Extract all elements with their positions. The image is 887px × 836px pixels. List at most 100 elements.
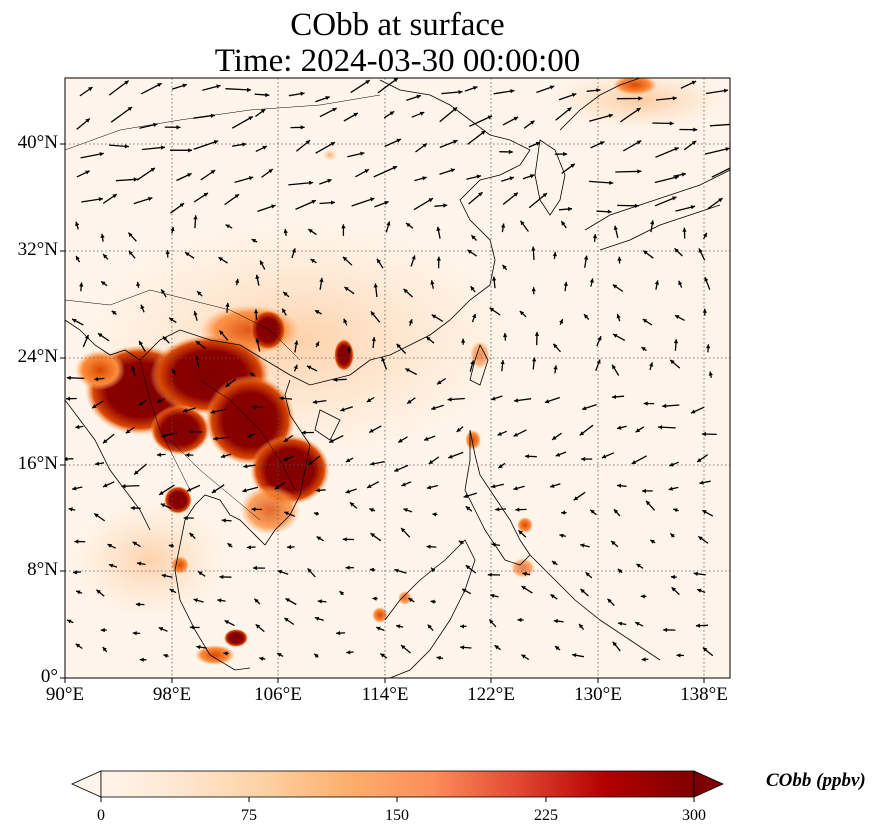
wind-arrow-head bbox=[128, 232, 133, 237]
wind-arrow-head bbox=[243, 464, 248, 469]
wind-arrow-head bbox=[478, 192, 483, 197]
wind-arrow-head bbox=[219, 330, 224, 335]
wind-arrow-head bbox=[196, 645, 201, 650]
wind-arrow-shaft bbox=[110, 106, 133, 123]
wind-arrow-head bbox=[283, 457, 288, 462]
wind-arrow-shaft bbox=[589, 114, 614, 122]
wind-arrow-head bbox=[112, 194, 117, 199]
wind-arrow-head bbox=[373, 283, 378, 288]
wind-arrow-head bbox=[492, 276, 497, 281]
wind-arrow-head bbox=[589, 278, 594, 283]
wind-arrow-head bbox=[584, 314, 589, 319]
wind-arrow-head bbox=[136, 281, 141, 287]
wind-arrow-head bbox=[704, 277, 709, 282]
wind-arrow-head bbox=[718, 198, 723, 203]
wind-arrow-head bbox=[170, 227, 175, 232]
wind-arrow-head bbox=[66, 396, 70, 401]
wind-arrow-head bbox=[467, 249, 472, 254]
wind-arrow-head bbox=[329, 438, 334, 443]
wind-arrow-head bbox=[92, 404, 97, 409]
wind-arrow-head bbox=[635, 622, 640, 626]
wind-arrow-head bbox=[691, 80, 697, 85]
wind-arrow-shaft bbox=[225, 88, 252, 91]
wind-arrow-head bbox=[671, 587, 676, 592]
wind-arrow-head bbox=[580, 588, 585, 594]
wind-arrow-head bbox=[346, 650, 351, 655]
wind-arrow-head bbox=[672, 96, 677, 101]
wind-arrow-head bbox=[642, 319, 648, 323]
wind-arrow-head bbox=[509, 176, 514, 181]
colorbar-gradient bbox=[101, 771, 694, 797]
wind-arrow-head bbox=[102, 647, 107, 652]
wind-arrow-head bbox=[183, 515, 188, 521]
wind-arrow-head bbox=[403, 508, 408, 513]
wind-arrow-shaft bbox=[377, 78, 399, 94]
wind-arrow-head bbox=[139, 340, 143, 346]
wind-arrow-head bbox=[641, 657, 646, 662]
wind-arrow-head bbox=[654, 280, 660, 285]
wind-arrow-head bbox=[521, 586, 526, 590]
wind-arrow-head bbox=[293, 364, 298, 370]
wind-arrow-head bbox=[458, 540, 464, 545]
wind-arrow-head bbox=[453, 139, 458, 144]
wind-arrow-head bbox=[158, 627, 164, 632]
lat-label-32n: 32°N bbox=[17, 239, 58, 260]
colorbar bbox=[71, 770, 724, 802]
wind-arrow-head bbox=[314, 653, 319, 658]
wind-arrow-head bbox=[188, 429, 193, 434]
wind-arrow-head bbox=[490, 593, 495, 598]
wind-arrow-head bbox=[643, 401, 648, 406]
wind-arrow-head bbox=[463, 493, 468, 498]
wind-arrow-head bbox=[570, 163, 575, 168]
wind-arrow-head bbox=[699, 480, 704, 485]
wind-arrow-head bbox=[676, 653, 681, 658]
wind-arrow-head bbox=[308, 460, 313, 465]
wind-arrow-head bbox=[72, 570, 77, 575]
wind-arrow-head bbox=[518, 530, 523, 535]
wind-arrow-head bbox=[162, 336, 168, 341]
wind-arrow-head bbox=[369, 567, 374, 572]
wind-arrow-head bbox=[216, 84, 221, 89]
concentration-field bbox=[65, 78, 730, 678]
wind-arrow-head bbox=[394, 467, 399, 472]
wind-arrow-head bbox=[103, 483, 108, 488]
wind-arrow-head bbox=[678, 280, 683, 286]
wind-arrow-head bbox=[430, 599, 435, 604]
wind-arrow-head bbox=[211, 488, 217, 493]
wind-arrow-head bbox=[697, 458, 702, 462]
wind-arrow-head bbox=[617, 425, 622, 430]
haze-region bbox=[70, 500, 230, 620]
wind-arrow-head bbox=[460, 624, 464, 629]
wind-arrow-head bbox=[148, 196, 153, 201]
wind-arrow-head bbox=[131, 366, 136, 371]
wind-arrow-head bbox=[255, 624, 261, 629]
wind-arrow-head bbox=[617, 568, 623, 574]
wind-arrow-head bbox=[161, 289, 166, 294]
wind-arrow-head bbox=[156, 398, 162, 403]
wind-arrow-head bbox=[515, 507, 520, 512]
wind-arrow-head bbox=[636, 140, 642, 145]
wind-arrow-shaft bbox=[655, 146, 679, 158]
wind-arrow-head bbox=[612, 394, 617, 399]
lon-label-90e: 90°E bbox=[45, 684, 85, 705]
wind-arrow-head bbox=[75, 424, 80, 430]
wind-arrow-head bbox=[596, 359, 601, 364]
wind-arrow-head bbox=[585, 572, 590, 577]
wind-arrow-head bbox=[491, 396, 496, 401]
wind-arrow-shaft bbox=[620, 107, 641, 123]
wind-arrow-head bbox=[513, 486, 518, 491]
lon-label-122e: 122°E bbox=[467, 684, 515, 705]
wind-arrow-head bbox=[319, 277, 324, 283]
wind-arrow-head bbox=[213, 140, 219, 145]
wind-arrow-head bbox=[552, 435, 557, 440]
wind-arrow-head bbox=[225, 302, 230, 307]
wind-arrow-head bbox=[195, 355, 200, 361]
wind-arrow-head bbox=[471, 235, 476, 240]
wind-arrow-head bbox=[249, 372, 255, 377]
wind-arrow-head bbox=[277, 653, 282, 657]
plume-region bbox=[250, 310, 286, 350]
wind-arrow-head bbox=[313, 511, 319, 516]
wind-arrow-head bbox=[396, 138, 401, 143]
wind-arrow-head bbox=[130, 505, 135, 511]
wind-arrow-head bbox=[325, 96, 330, 100]
